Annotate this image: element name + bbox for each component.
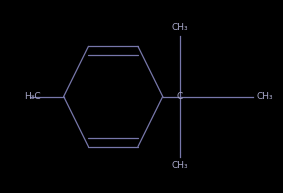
Text: CH₃: CH₃ — [171, 23, 188, 32]
Text: C: C — [177, 92, 183, 101]
Text: H₃C: H₃C — [24, 92, 41, 101]
Text: CH₃: CH₃ — [171, 161, 188, 170]
Text: CH₃: CH₃ — [256, 92, 273, 101]
